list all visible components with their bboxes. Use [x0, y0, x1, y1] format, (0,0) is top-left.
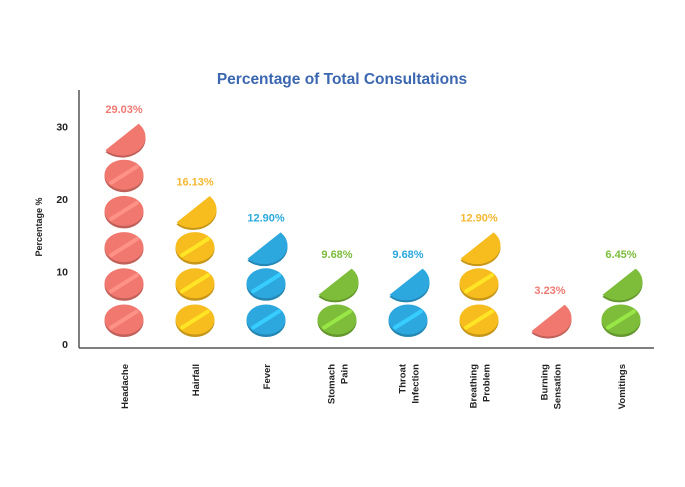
pill-columns — [104, 123, 643, 339]
x-tick-label: Burning — [540, 364, 551, 401]
value-label: 3.23% — [534, 285, 565, 297]
pill-mark — [317, 304, 357, 337]
value-label: 9.68% — [392, 249, 423, 261]
partial-pill-mark — [389, 268, 430, 303]
pill-mark — [104, 268, 144, 301]
y-tick-label: 30 — [56, 122, 68, 134]
pill-mark — [388, 304, 428, 337]
pill-mark — [175, 304, 215, 337]
partial-pill-mark — [460, 232, 501, 267]
y-tick-label: 20 — [56, 194, 68, 206]
pill-mark — [601, 304, 641, 337]
x-tick-label: Stomach — [327, 364, 338, 404]
x-tick-label: Fever — [262, 364, 273, 390]
bar-6 — [531, 304, 572, 339]
x-tick-label: Infection — [411, 364, 422, 404]
bar-0 — [104, 123, 146, 337]
pill-mark — [104, 195, 144, 229]
value-label: 12.90% — [247, 213, 285, 225]
bar-2 — [246, 232, 288, 337]
partial-pill-mark — [176, 196, 217, 230]
y-tick-label: 0 — [62, 339, 68, 351]
y-axis-label: Percentage % — [34, 197, 44, 256]
bar-4 — [388, 268, 430, 337]
pill-mark — [459, 304, 499, 337]
x-tick-label: Hairfall — [191, 364, 202, 396]
x-tick-label: Pain — [340, 364, 351, 384]
x-tick-label: Breathing — [469, 364, 480, 409]
pill-mark — [246, 304, 286, 337]
bar-5 — [459, 232, 501, 337]
x-tick-label: Sensation — [553, 364, 564, 410]
bar-7 — [601, 268, 643, 337]
partial-pill-mark — [531, 304, 572, 339]
partial-pill-mark — [602, 268, 643, 303]
x-tick-label: Headache — [120, 364, 131, 409]
partial-pill-mark — [105, 123, 146, 158]
value-label: 9.68% — [321, 249, 352, 261]
x-tick-label: Vomitings — [617, 364, 628, 409]
chart-title: Percentage of Total Consultations — [217, 71, 467, 88]
value-label: 12.90% — [460, 213, 498, 225]
x-axis-labels: Headache Hairfall Fever Stomach Pain Throat In… — [120, 363, 628, 409]
y-ticks: 0 10 20 30 — [56, 122, 68, 352]
pill-mark — [104, 304, 144, 337]
pill-mark — [104, 159, 144, 193]
bar-1 — [175, 196, 217, 337]
pill-mark — [175, 268, 215, 301]
x-tick-label: Throat — [398, 363, 409, 393]
x-tick-label: Problem — [482, 364, 493, 402]
value-labels: 29.03% 16.13% 12.90% 9.68% 9.68% 12.90% 3.23% 6… — [105, 104, 636, 297]
pill-mark — [246, 268, 286, 301]
partial-pill-mark — [318, 268, 359, 303]
pill-mark — [104, 232, 144, 265]
pill-mark — [459, 268, 499, 301]
partial-pill-mark — [247, 232, 288, 267]
value-label: 16.13% — [176, 176, 214, 188]
value-label: 29.03% — [105, 104, 143, 116]
y-tick-label: 10 — [56, 267, 68, 279]
value-label: 6.45% — [605, 249, 636, 261]
bar-3 — [317, 268, 359, 337]
pill-mark — [175, 232, 215, 265]
